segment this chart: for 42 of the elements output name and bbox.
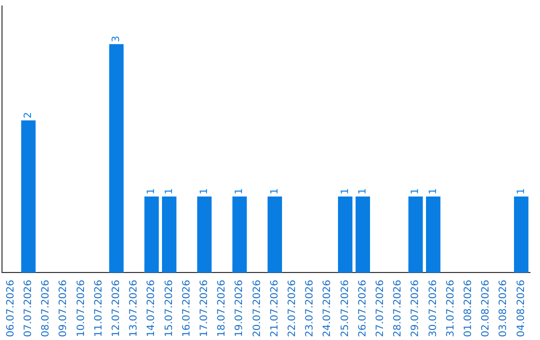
x-tick-label: 12.07.2026 — [110, 280, 122, 338]
x-tick-label: 28.07.2026 — [392, 280, 404, 338]
data-label: 1 — [146, 188, 158, 195]
data-label: 1 — [198, 188, 210, 195]
x-tick-label: 24.07.2026 — [322, 280, 334, 338]
data-label: 1 — [164, 188, 175, 195]
data-label: 2 — [22, 112, 34, 118]
x-tick-label: 11.07.2026 — [93, 280, 104, 338]
x-tick-label: 18.07.2026 — [216, 280, 228, 338]
x-tick-label: 08.07.2026 — [40, 280, 52, 338]
data-label: 1 — [410, 188, 422, 195]
x-tick-label: 20.07.2026 — [252, 280, 263, 338]
x-tick-label: 29.07.2026 — [410, 280, 422, 338]
x-tick-label: 03.08.2026 — [498, 280, 510, 338]
x-tick-label: 02.08.2026 — [480, 280, 492, 338]
x-tick-label: 31.07.2026 — [445, 280, 456, 338]
x-tick-label: 09.07.2026 — [58, 280, 70, 338]
x-tick-label: 30.07.2026 — [428, 280, 439, 338]
x-tick-label: 06.07.2026 — [5, 280, 16, 338]
x-tick-label: 22.07.2026 — [286, 280, 298, 338]
x-tick-label: 25.07.2026 — [340, 280, 351, 338]
x-tick-label: 10.07.2026 — [76, 280, 87, 338]
data-label: 3 — [110, 36, 122, 42]
x-tick-label: 27.07.2026 — [374, 280, 386, 338]
data-label: 1 — [357, 188, 368, 195]
data-label: 1 — [340, 188, 351, 195]
x-tick-label: 01.08.2026 — [462, 280, 474, 338]
data-label: 1 — [269, 188, 280, 195]
x-tick-label: 16.07.2026 — [181, 280, 192, 338]
x-tick-label: 04.08.2026 — [516, 280, 527, 338]
x-tick-label: 13.07.2026 — [128, 280, 140, 338]
x-tick-label: 15.07.2026 — [164, 280, 175, 338]
data-label: 1 — [428, 188, 439, 195]
x-tick-label: 23.07.2026 — [304, 280, 316, 338]
x-tick-label: 14.07.2026 — [146, 280, 158, 338]
x-tick-label: 26.07.2026 — [357, 280, 368, 338]
x-tick-label: 17.07.2026 — [198, 280, 210, 338]
data-label: 1 — [516, 188, 527, 195]
x-tick-label: 21.07.2026 — [269, 280, 280, 338]
data-label: 1 — [234, 188, 246, 195]
x-tick-label: 19.07.2026 — [234, 280, 246, 338]
x-tick-label: 07.07.2026 — [22, 280, 34, 338]
